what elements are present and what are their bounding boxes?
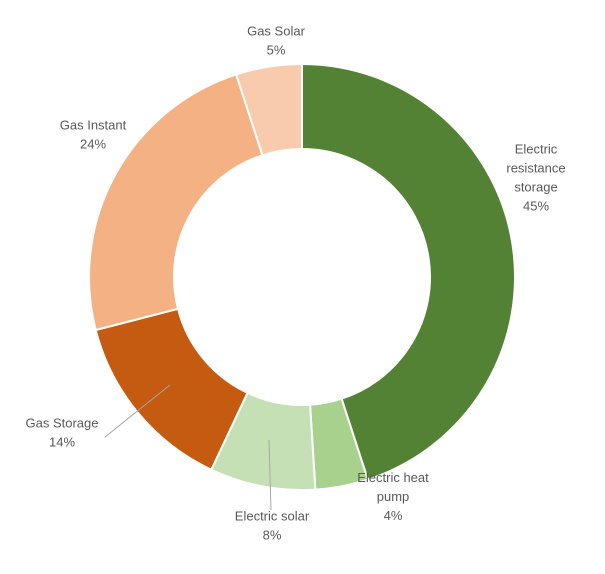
slice-name-label: pump	[377, 489, 410, 504]
slice-value-label: 45%	[523, 199, 549, 214]
slice-name-label: storage	[514, 180, 557, 195]
donut-slices	[88, 62, 516, 491]
leader-lines	[104, 384, 272, 511]
slice-name-label: Electric heat	[357, 470, 429, 485]
slice-label-1: Electric heat pump 4%	[357, 470, 429, 523]
slice-name-label: Gas Storage	[26, 416, 99, 431]
slice-value-label: 14%	[49, 435, 75, 450]
slice-label-3: Gas Storage 14%	[26, 416, 99, 450]
leader-line-3	[104, 384, 171, 438]
slice-value-label: 8%	[263, 528, 282, 543]
leader-line-2	[268, 439, 272, 511]
slice-name-label: Electric solar	[235, 509, 310, 524]
slice-value-label: 4%	[384, 508, 403, 523]
slice-0	[301, 62, 516, 481]
slice-label-4: Gas Instant 24%	[60, 118, 127, 152]
slice-value-label: 24%	[80, 137, 106, 152]
slice-name-label: resistance	[506, 161, 565, 176]
slice-label-5: Gas Solar 5%	[247, 24, 305, 58]
slice-4	[88, 73, 264, 332]
slice-5	[234, 62, 303, 157]
slice-name-label: Gas Instant	[60, 118, 127, 133]
slice-labels: Electric resistance storage 45% Electric hea…	[26, 24, 566, 543]
slice-label-2: Electric solar 8%	[235, 509, 310, 543]
slice-label-0: Electric resistance storage 45%	[506, 142, 565, 214]
slice-value-label: 5%	[267, 43, 286, 58]
slice-name-label: Electric	[515, 142, 558, 157]
slice-name-label: Gas Solar	[247, 24, 305, 39]
